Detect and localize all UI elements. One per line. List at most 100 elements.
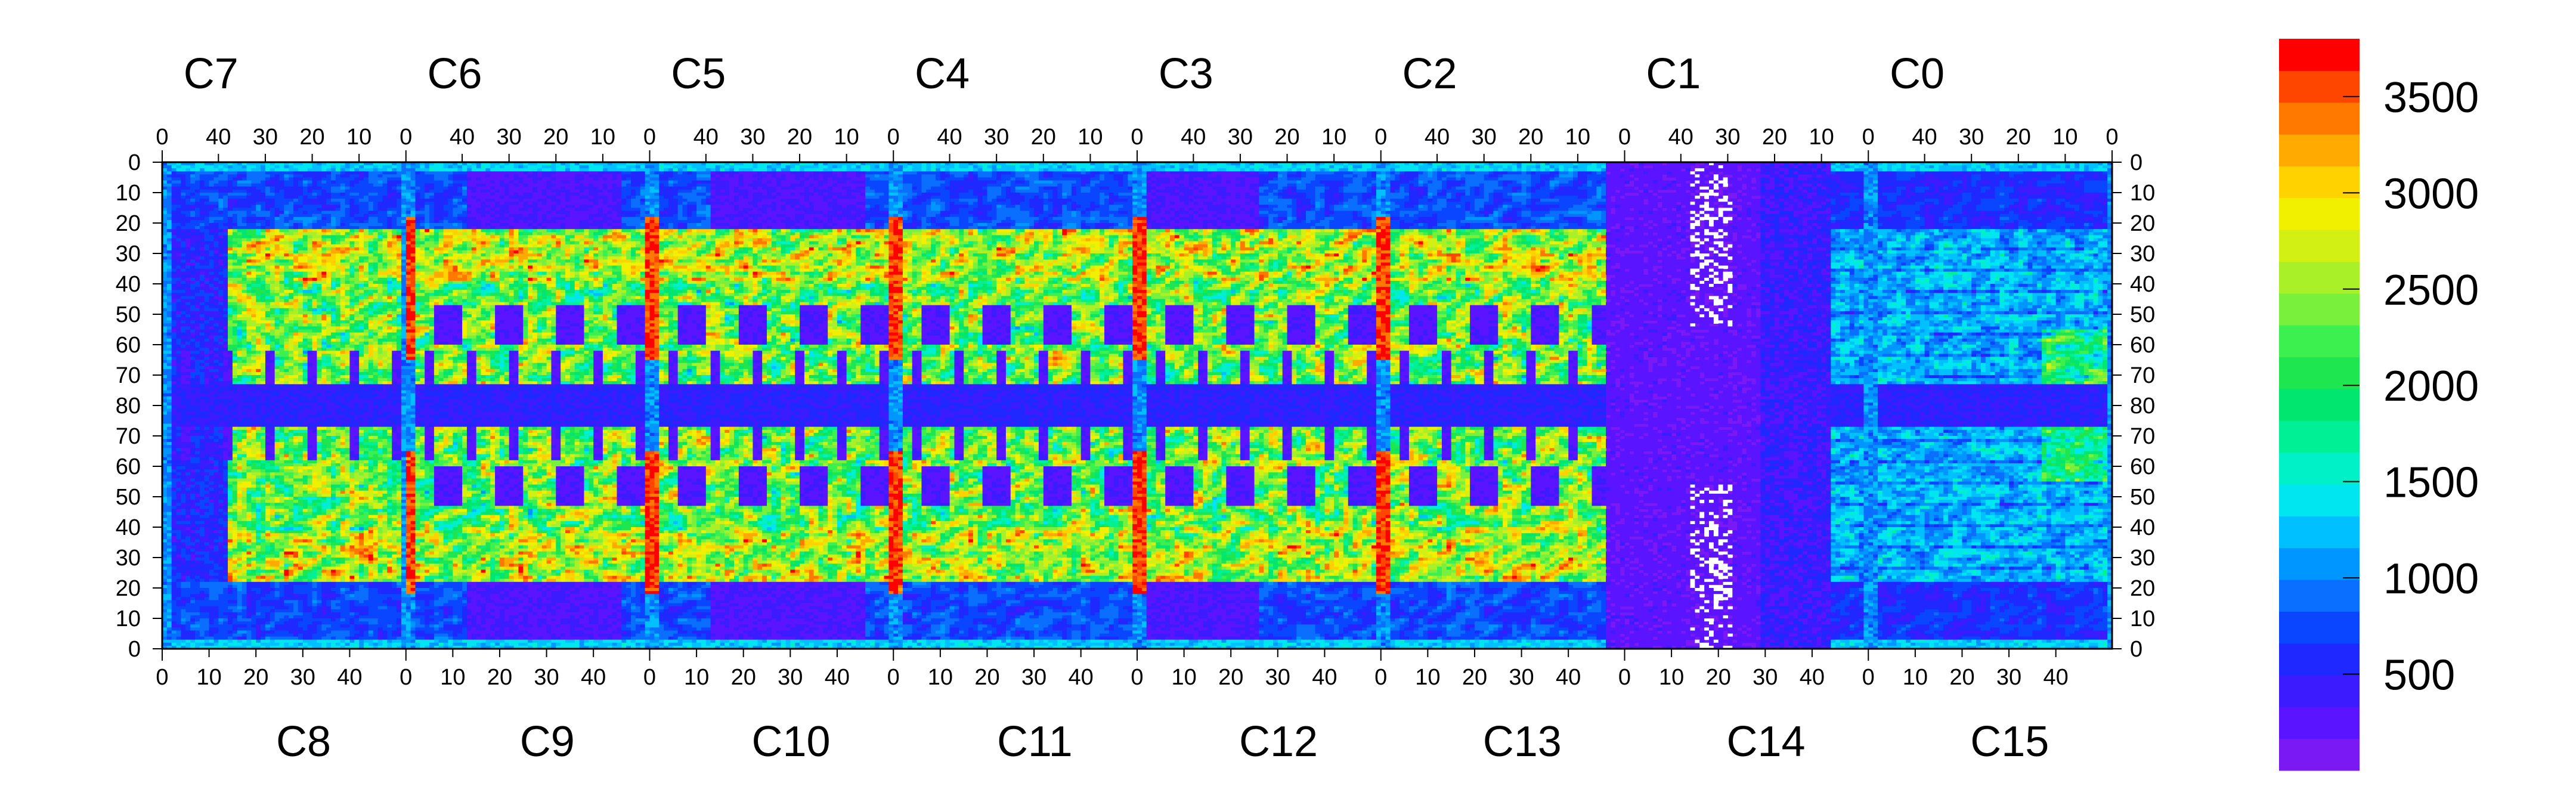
heatmap-cell bbox=[1873, 199, 1878, 202]
heatmap-cell bbox=[1451, 165, 1456, 169]
heatmap-cell bbox=[1822, 174, 1841, 178]
heatmap-cell bbox=[598, 178, 603, 181]
heatmap-cell bbox=[1283, 196, 1306, 199]
heatmap-cell bbox=[992, 168, 996, 172]
heatmap-cell bbox=[565, 168, 570, 172]
heatmap-cell bbox=[1920, 168, 1930, 172]
heatmap-cell bbox=[1784, 171, 1789, 175]
heatmap-cell bbox=[1287, 193, 1297, 196]
heatmap-cell bbox=[1901, 165, 1906, 169]
heatmap-cell bbox=[1967, 178, 1971, 181]
heatmap-cell bbox=[1137, 184, 1142, 187]
heatmap-cell bbox=[1555, 196, 1578, 199]
heatmap-cell bbox=[1437, 190, 1442, 193]
heatmap-cell bbox=[1863, 178, 1868, 181]
heatmap-cell bbox=[1465, 168, 1470, 172]
heatmap-cell bbox=[547, 181, 552, 184]
heatmap-cell bbox=[1760, 171, 1765, 175]
heatmap-cell bbox=[837, 174, 842, 178]
heatmap-cell bbox=[1526, 168, 1531, 172]
heatmap-cell bbox=[1123, 184, 1128, 187]
heatmap-cell bbox=[996, 174, 1001, 178]
heatmap-cell bbox=[2098, 174, 2107, 178]
heatmap-cell bbox=[1555, 187, 1559, 190]
heatmap-cell bbox=[1896, 171, 1915, 175]
heatmap-cell bbox=[1315, 190, 1325, 193]
heatmap-cell bbox=[1742, 168, 1747, 172]
heatmap-cell bbox=[1671, 171, 1690, 175]
heatmap-cell bbox=[537, 202, 542, 205]
heatmap-cell bbox=[1104, 199, 1109, 202]
heatmap-cell bbox=[673, 168, 678, 172]
heatmap-cell bbox=[1024, 181, 1029, 184]
heatmap-cell bbox=[265, 178, 270, 181]
heatmap-cell bbox=[1526, 190, 1531, 193]
heatmap-cell bbox=[246, 165, 256, 169]
heatmap-cell bbox=[1601, 193, 1606, 196]
heatmap-cell bbox=[2079, 178, 2108, 181]
heatmap-cell bbox=[1447, 168, 1451, 172]
heatmap-cell bbox=[289, 165, 293, 169]
heatmap-cell bbox=[1723, 171, 1761, 175]
heatmap-cell bbox=[392, 165, 397, 169]
heatmap-cell bbox=[1939, 199, 1943, 202]
heatmap-cell bbox=[903, 165, 908, 169]
heatmap-cell bbox=[1259, 193, 1268, 196]
heatmap-cell bbox=[336, 165, 340, 169]
heatmap-cell bbox=[987, 193, 1001, 196]
heatmap-cell bbox=[1024, 178, 1039, 181]
heatmap-cell bbox=[1573, 184, 1583, 187]
heatmap-cell bbox=[706, 168, 711, 172]
heatmap-cell bbox=[931, 168, 936, 172]
heatmap-cell bbox=[265, 168, 270, 172]
heatmap-cell bbox=[888, 168, 893, 172]
heatmap-cell bbox=[476, 196, 500, 199]
heatmap-cell bbox=[2037, 199, 2042, 202]
heatmap-cell bbox=[1592, 171, 1596, 175]
heatmap-cell bbox=[1760, 178, 1765, 181]
heatmap-cell bbox=[1863, 184, 1873, 187]
heatmap-cell bbox=[411, 193, 416, 196]
heatmap-cell bbox=[992, 171, 996, 175]
heatmap-cell bbox=[1203, 190, 1217, 193]
heatmap-cell bbox=[1386, 181, 1391, 184]
heatmap-cell bbox=[1400, 184, 1409, 187]
heatmap-cell bbox=[1906, 168, 1911, 172]
heatmap-cell bbox=[1217, 168, 1227, 172]
heatmap-cell bbox=[514, 193, 519, 196]
heatmap-cell bbox=[1156, 190, 1175, 193]
heatmap-cell bbox=[420, 196, 425, 199]
heatmap-cell bbox=[978, 174, 992, 178]
heatmap-cell bbox=[1709, 174, 1714, 178]
heatmap-cell bbox=[921, 190, 926, 193]
heatmap-cell bbox=[2084, 181, 2108, 184]
heatmap-cell bbox=[340, 165, 345, 169]
heatmap-cell bbox=[1432, 171, 1437, 175]
heatmap-cell bbox=[1550, 171, 1559, 175]
heatmap-cell bbox=[1423, 171, 1428, 175]
heatmap-cell bbox=[814, 171, 833, 175]
heatmap-cell bbox=[312, 190, 322, 193]
heatmap-cell bbox=[265, 165, 275, 169]
heatmap-cell bbox=[265, 193, 275, 196]
heatmap-cell bbox=[1770, 196, 1775, 199]
heatmap-cell bbox=[636, 190, 640, 193]
heatmap-cell bbox=[1779, 171, 1784, 175]
heatmap-cell bbox=[1250, 184, 1259, 187]
heatmap-cell bbox=[444, 190, 458, 193]
heatmap-cell bbox=[865, 184, 889, 187]
heatmap-cell bbox=[2084, 190, 2108, 193]
heatmap-cell bbox=[467, 181, 491, 184]
heatmap-cell bbox=[1255, 187, 1259, 190]
heatmap-cell bbox=[673, 184, 688, 187]
heatmap-cell bbox=[1690, 181, 1695, 184]
heatmap-cell bbox=[1775, 187, 1784, 190]
heatmap-cell bbox=[467, 190, 472, 193]
heatmap-cell bbox=[1011, 171, 1015, 175]
heatmap-cell bbox=[1296, 168, 1301, 172]
heatmap-cell bbox=[425, 190, 429, 193]
heatmap-cell bbox=[1292, 168, 1296, 172]
heatmap-cell bbox=[1320, 196, 1325, 199]
heatmap-cell bbox=[453, 199, 457, 202]
heatmap-cell bbox=[1512, 168, 1517, 172]
